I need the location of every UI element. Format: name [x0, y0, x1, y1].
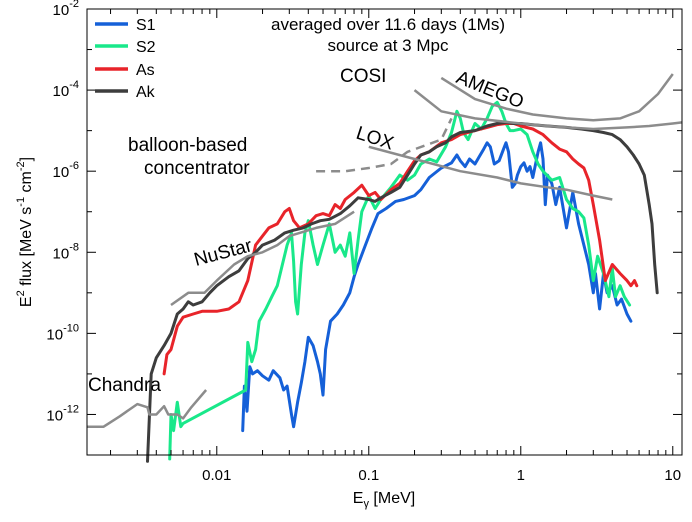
- y-axis-title: E2 flux [MeV s-1 cm-2]: [15, 157, 35, 307]
- y-tick-base: 10: [53, 164, 70, 181]
- y-tick-base: 10: [46, 407, 63, 424]
- legend-label-s1: S1: [136, 17, 156, 34]
- y-axis-title-part: ]: [18, 157, 35, 161]
- y-tick-exponent: -8: [69, 241, 79, 253]
- y-tick-base: 10: [53, 2, 70, 19]
- y-tick-exponent: -2: [69, 0, 79, 10]
- sensitivity-line-chandra: [87, 389, 208, 428]
- data-series-group: [146, 100, 659, 463]
- x-axis-title-main: E: [353, 490, 364, 507]
- y-tick-label: 10-10: [46, 322, 79, 343]
- y-tick-base: 10: [46, 326, 63, 343]
- sensitivity-curves-group: [87, 73, 683, 428]
- series-line-s2: [168, 100, 632, 461]
- sensitivity-line-amego: [440, 73, 674, 122]
- x-axis-title-sub: γ: [363, 498, 369, 510]
- series-line-ak: [146, 120, 659, 463]
- instrument-label-balloon-2: concentrator: [144, 158, 250, 179]
- y-axis-title-sup: 2: [15, 290, 27, 296]
- plot-frame: [86, 8, 683, 456]
- instrument-label-chandra: Chandra: [88, 375, 161, 396]
- sensitivity-line-cosi: [413, 89, 683, 131]
- y-tick-label: 10-4: [53, 79, 79, 100]
- y-axis-title-part: E: [18, 296, 35, 307]
- y-tick-label: 10-8: [53, 241, 79, 262]
- x-axis-title-unit: [MeV]: [369, 490, 415, 507]
- annotation-line-1: averaged over 11.6 days (1Ms): [271, 15, 505, 34]
- y-axis-title-sup: -2: [15, 161, 27, 171]
- y-tick-exponent: -4: [69, 79, 79, 91]
- x-tick-label: 1: [517, 467, 525, 484]
- y-axis-title-sup: -1: [15, 197, 27, 207]
- series-line-s1: [241, 141, 633, 433]
- y-tick-base: 10: [53, 245, 70, 262]
- y-tick-base: 10: [53, 83, 70, 100]
- x-tick-label: 10: [664, 467, 681, 484]
- y-tick-label: 10-12: [46, 403, 79, 424]
- y-tick-label: 10-2: [53, 0, 79, 19]
- y-tick-exponent: -10: [63, 322, 79, 334]
- instrument-label-balloon-1: balloon-based: [128, 135, 247, 156]
- legend-label-s2: S2: [136, 39, 156, 56]
- x-tick-label: 0.1: [358, 467, 379, 484]
- sensitivity-line-lox: [368, 145, 613, 201]
- y-tick-label: 10-6: [53, 160, 79, 181]
- legend: S1 S2 As Ak: [95, 17, 156, 101]
- y-tick-exponent: -6: [69, 160, 79, 172]
- instrument-label-cosi: COSI: [340, 66, 386, 87]
- y-tick-exponent: -12: [63, 403, 79, 415]
- axis-ticks-group: [87, 8, 682, 456]
- x-axis-title: Eγ [MeV]: [353, 490, 415, 510]
- legend-label-ak: Ak: [136, 84, 156, 101]
- series-line-as: [162, 122, 639, 376]
- sensitivity-line-nustar: [170, 210, 355, 307]
- annotation-line-2: source at 3 Mpc: [328, 36, 449, 55]
- y-axis-title-part: flux [MeV s: [18, 207, 35, 291]
- legend-label-as: As: [136, 62, 155, 79]
- y-axis-title-part: cm: [18, 171, 35, 197]
- x-tick-label: 0.01: [202, 467, 231, 484]
- sensitivity-line-balloon-based-concentrator: [316, 117, 453, 173]
